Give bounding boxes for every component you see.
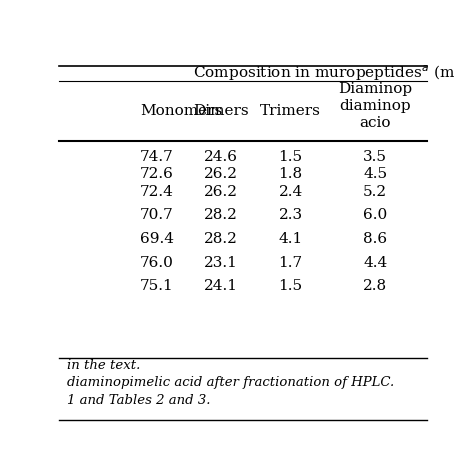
- Text: 28.2: 28.2: [204, 208, 238, 222]
- Text: 6.0: 6.0: [363, 208, 387, 222]
- Text: 1.7: 1.7: [279, 256, 303, 270]
- Text: 1.8: 1.8: [279, 167, 303, 182]
- Text: 75.1: 75.1: [140, 280, 174, 293]
- Text: 3.5: 3.5: [363, 150, 387, 164]
- Text: 2.3: 2.3: [279, 208, 303, 222]
- Text: 5.2: 5.2: [363, 184, 387, 199]
- Text: 24.1: 24.1: [204, 280, 238, 293]
- Text: 2.4: 2.4: [279, 184, 303, 199]
- Text: 26.2: 26.2: [204, 184, 238, 199]
- Text: 74.7: 74.7: [140, 150, 174, 164]
- Text: Diaminop
diaminop
acio: Diaminop diaminop acio: [338, 82, 412, 130]
- Text: 69.4: 69.4: [140, 232, 174, 246]
- Text: diaminopimelic acid after fractionation of HPLC.: diaminopimelic acid after fractionation …: [66, 376, 394, 389]
- Text: 76.0: 76.0: [140, 256, 174, 270]
- Text: in the text.: in the text.: [66, 359, 140, 372]
- Text: Composition in muropeptides$^a$ (m: Composition in muropeptides$^a$ (m: [192, 64, 455, 83]
- Text: 72.4: 72.4: [140, 184, 174, 199]
- Text: 1.5: 1.5: [279, 150, 303, 164]
- Text: 70.7: 70.7: [140, 208, 174, 222]
- Text: 1.5: 1.5: [279, 280, 303, 293]
- Text: 1 and Tables 2 and 3.: 1 and Tables 2 and 3.: [66, 394, 210, 407]
- Text: 8.6: 8.6: [363, 232, 387, 246]
- Text: 72.6: 72.6: [140, 167, 174, 182]
- Text: Trimers: Trimers: [260, 104, 321, 118]
- Text: 26.2: 26.2: [204, 167, 238, 182]
- Text: Monomers: Monomers: [140, 104, 222, 118]
- Text: 4.5: 4.5: [363, 167, 387, 182]
- Text: 2.8: 2.8: [363, 280, 387, 293]
- Text: 23.1: 23.1: [204, 256, 238, 270]
- Text: Dimers: Dimers: [193, 104, 249, 118]
- Text: 24.6: 24.6: [204, 150, 238, 164]
- Text: 4.4: 4.4: [363, 256, 387, 270]
- Text: 28.2: 28.2: [204, 232, 238, 246]
- Text: 4.1: 4.1: [279, 232, 303, 246]
